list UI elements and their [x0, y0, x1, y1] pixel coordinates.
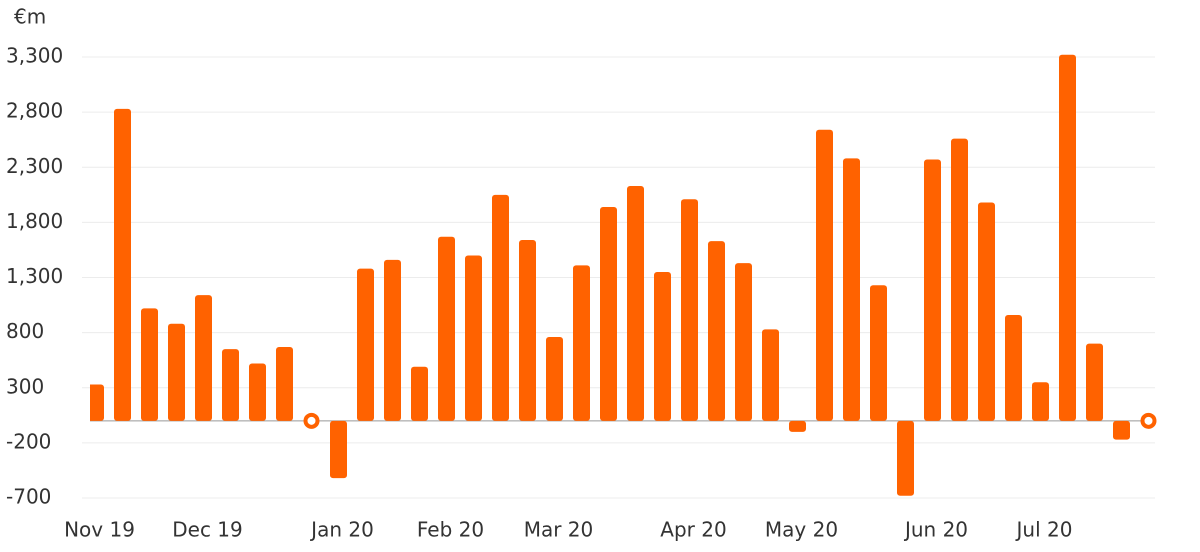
bar	[600, 206, 617, 421]
x-tick-label: Jul 20	[1015, 518, 1073, 542]
bar	[978, 202, 995, 421]
bar	[519, 240, 536, 421]
bar	[789, 420, 806, 432]
bar	[90, 384, 104, 421]
bar	[762, 329, 779, 421]
bar	[195, 295, 212, 421]
bar	[843, 158, 860, 421]
x-tick-label: Jun 20	[903, 518, 968, 542]
y-tick-label: 2,800	[6, 99, 63, 123]
x-tick-label: Apr 20	[660, 518, 726, 542]
x-tick-label: Dec 19	[172, 518, 243, 542]
bar	[573, 265, 590, 421]
y-tick-label: 300	[6, 374, 44, 398]
bar	[384, 259, 401, 421]
bar	[897, 420, 914, 496]
bar	[681, 199, 698, 421]
bar	[1059, 54, 1076, 421]
bar	[816, 129, 833, 421]
y-tick-label: 800	[6, 319, 44, 343]
bar	[141, 308, 158, 421]
bar	[627, 185, 644, 421]
y-tick-label: 1,800	[6, 209, 63, 233]
x-tick-label: Mar 20	[524, 518, 594, 542]
bar	[1140, 412, 1157, 429]
bar	[1032, 382, 1049, 421]
x-tick-label: Jan 20	[309, 518, 374, 542]
y-tick-label: 2,300	[6, 154, 63, 178]
bar	[222, 349, 239, 421]
unit-label: €m	[14, 5, 46, 29]
bar	[168, 323, 185, 421]
bar	[357, 268, 374, 421]
bar	[1086, 343, 1103, 421]
bar	[708, 241, 725, 421]
bar	[870, 285, 887, 421]
bar	[330, 420, 347, 479]
bar	[1113, 420, 1130, 440]
bar	[303, 412, 320, 429]
y-tick-label: 1,300	[6, 264, 63, 288]
x-tick-label: May 20	[765, 518, 838, 542]
bar	[546, 337, 563, 421]
bar	[492, 194, 509, 421]
y-tick-label: -200	[6, 429, 51, 453]
bar	[1005, 314, 1022, 421]
bar	[654, 271, 671, 421]
x-tick-label: Nov 19	[64, 518, 135, 542]
bar	[924, 159, 941, 421]
bar	[114, 108, 131, 421]
bar	[249, 363, 266, 421]
bar	[438, 236, 455, 421]
y-tick-label: 3,300	[6, 44, 63, 68]
bar	[951, 138, 968, 421]
bar	[411, 366, 428, 421]
bar	[735, 263, 752, 421]
bar	[465, 255, 482, 421]
bar	[276, 346, 293, 421]
y-tick-label: -700	[6, 485, 51, 509]
x-tick-label: Feb 20	[417, 518, 484, 542]
